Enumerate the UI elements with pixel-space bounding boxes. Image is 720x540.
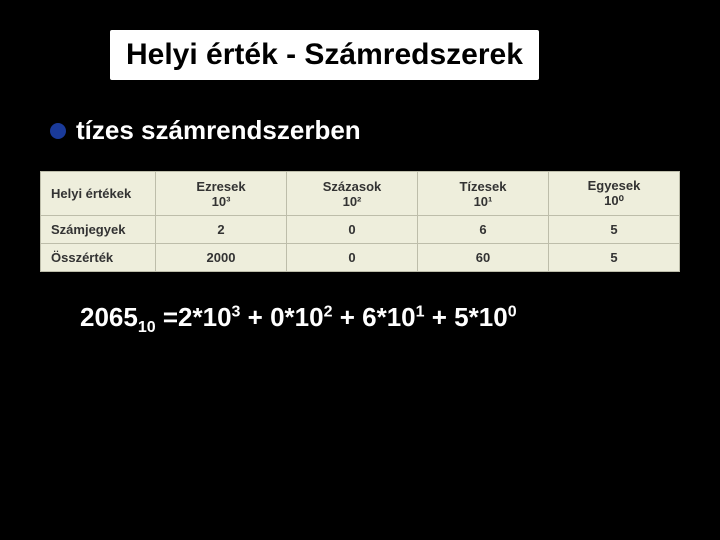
cell: 60 (417, 244, 548, 272)
formula-part: + 6*10 (333, 302, 416, 332)
subtitle-row: tízes számrendszerben (50, 115, 680, 146)
cell: 2 (156, 216, 287, 244)
formula-number: 2065 (80, 302, 138, 332)
table-row: Számjegyek 2 0 6 5 (41, 216, 680, 244)
subtitle: tízes számrendszerben (76, 115, 361, 146)
bullet-icon (50, 123, 66, 139)
cell: 2000 (156, 244, 287, 272)
formula-subscript: 10 (138, 319, 156, 336)
col-header-ones: Egyesek 10⁰ (548, 172, 679, 216)
cell: 5 (548, 216, 679, 244)
cell: 6 (417, 216, 548, 244)
col-header-thousands: Ezresek 10³ (156, 172, 287, 216)
cell: 5 (548, 244, 679, 272)
formula-part: + 0*10 (240, 302, 323, 332)
row-label: Helyi értékek (41, 172, 156, 216)
formula: 206510 =2*103 + 0*102 + 6*101 + 5*100 (80, 302, 680, 337)
formula-exp: 0 (508, 303, 517, 320)
table: Helyi értékek Ezresek 10³ Százasok 10² T… (40, 171, 680, 272)
formula-part: + 5*10 (425, 302, 508, 332)
formula-exp: 1 (416, 303, 425, 320)
table-row: Helyi értékek Ezresek 10³ Százasok 10² T… (41, 172, 680, 216)
col-header-tens: Tízesek 10¹ (417, 172, 548, 216)
slide: Helyi érték - Számredszerek tízes számre… (0, 0, 720, 540)
formula-exp: 2 (324, 303, 333, 320)
slide-title: Helyi érték - Számredszerek (110, 30, 539, 80)
formula-eq: =2*10 (156, 302, 232, 332)
table-row: Összérték 2000 0 60 5 (41, 244, 680, 272)
col-header-hundreds: Százasok 10² (287, 172, 418, 216)
cell: 0 (287, 216, 418, 244)
cell: 0 (287, 244, 418, 272)
row-label: Összérték (41, 244, 156, 272)
row-label: Számjegyek (41, 216, 156, 244)
place-value-table: Helyi értékek Ezresek 10³ Százasok 10² T… (40, 171, 680, 272)
